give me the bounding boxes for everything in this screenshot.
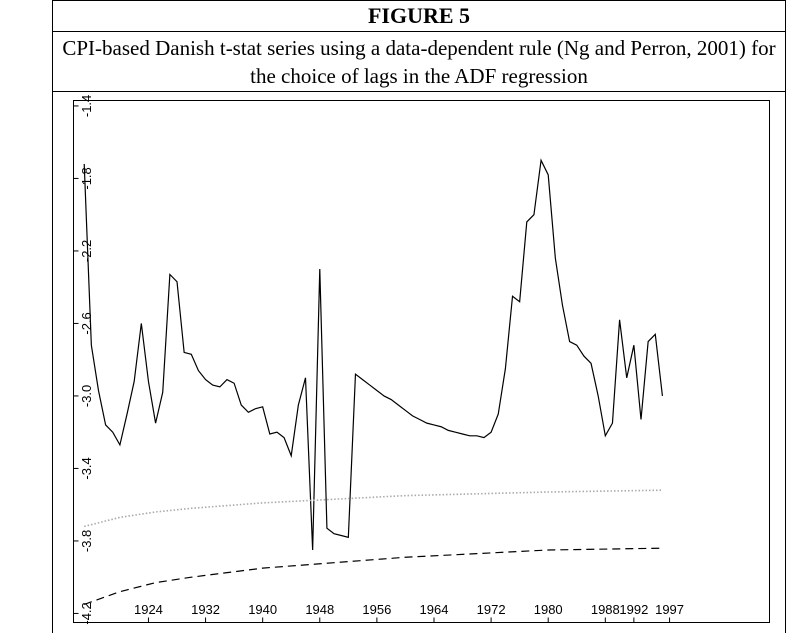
y-tick-label: -3.8	[79, 530, 94, 552]
y-tick-label: -3.4	[79, 457, 94, 479]
figure-caption: CPI-based Danish t-stat series using a d…	[52, 31, 786, 91]
x-tick-label: 1932	[191, 602, 220, 617]
x-tick-label: 1988	[591, 602, 620, 617]
cell-border	[52, 91, 786, 633]
y-tick-label: -1.4	[79, 95, 94, 117]
x-tick-label: 1924	[134, 602, 163, 617]
y-tick-label: -2.2	[79, 240, 94, 262]
x-tick-label: 1980	[534, 602, 563, 617]
figure-title: FIGURE 5	[52, 0, 786, 31]
x-tick-label: 1940	[248, 602, 277, 617]
y-tick-label: -3.0	[79, 385, 94, 407]
x-tick-label: 1956	[362, 602, 391, 617]
x-tick-label: 1964	[420, 602, 449, 617]
x-tick-label: 1992	[619, 602, 648, 617]
y-tick-label: -4.2	[79, 602, 94, 624]
x-tick-label: 1948	[305, 602, 334, 617]
plot-frame	[73, 100, 770, 623]
x-tick-label: 1972	[477, 602, 506, 617]
y-tick-label: -1.8	[79, 167, 94, 189]
y-tick-label: -2.6	[79, 312, 94, 334]
series-line	[83, 158, 664, 551]
x-tick-label: 1997	[655, 602, 684, 617]
series-line	[84, 547, 663, 605]
series-line	[84, 489, 663, 528]
